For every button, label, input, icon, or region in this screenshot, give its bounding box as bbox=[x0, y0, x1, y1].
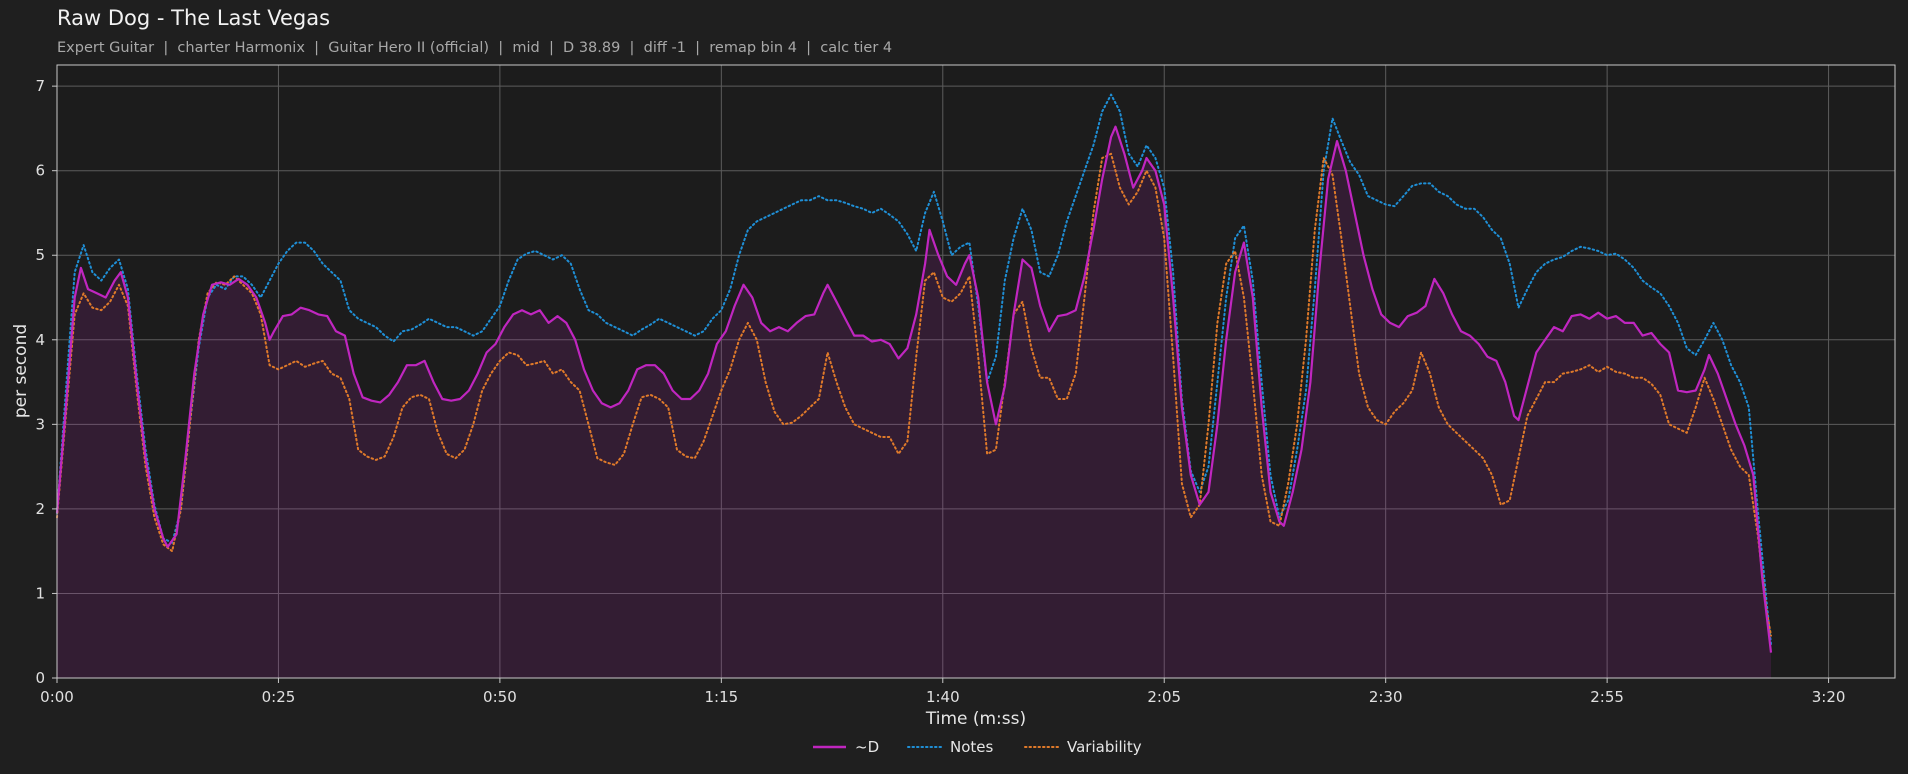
y-axis: 0 1 2 3 4 5 6 7 bbox=[35, 77, 57, 687]
legend-label-d: ~D bbox=[855, 738, 879, 756]
x-axis-label: Time (m:ss) bbox=[925, 709, 1026, 729]
plot-frame bbox=[56, 64, 1896, 679]
chart-subtitle: Expert Guitar | charter Harmonix | Guita… bbox=[57, 40, 893, 56]
legend: ~D Notes Variability bbox=[813, 738, 1142, 756]
series-line-notes bbox=[56, 93, 1772, 646]
grid bbox=[56, 65, 1895, 679]
series-area-d bbox=[57, 126, 1771, 678]
y-tick-label: 7 bbox=[35, 77, 45, 95]
plot-area bbox=[57, 65, 1895, 678]
x-tick-label: 0:00 bbox=[40, 688, 74, 706]
chart-title: Raw Dog - The Last Vegas bbox=[57, 6, 331, 30]
y-tick-label: 1 bbox=[35, 584, 45, 602]
y-tick-label: 4 bbox=[35, 331, 45, 349]
x-tick-label: 1:15 bbox=[704, 688, 738, 706]
x-tick-label: 2:55 bbox=[1590, 688, 1624, 706]
y-tick-label: 3 bbox=[35, 415, 45, 433]
x-axis: 0:00 0:25 0:50 1:15 1:40 2:05 2:30 2:55 3:20 bbox=[40, 678, 1845, 706]
x-tick-label: 1:40 bbox=[926, 688, 960, 706]
x-tick-label: 0:25 bbox=[262, 688, 296, 706]
legend-label-variability: Variability bbox=[1067, 738, 1142, 756]
y-tick-label: 2 bbox=[35, 500, 45, 518]
x-tick-label: 2:05 bbox=[1147, 688, 1181, 706]
series-line-d bbox=[55, 125, 1773, 653]
y-tick-label: 5 bbox=[35, 246, 45, 264]
x-tick-label: 3:20 bbox=[1812, 688, 1846, 706]
x-tick-label: 2:30 bbox=[1369, 688, 1403, 706]
series-line-variability bbox=[56, 152, 1772, 637]
legend-label-notes: Notes bbox=[950, 738, 994, 756]
y-tick-label: 0 bbox=[35, 669, 45, 687]
y-axis-label: per second bbox=[11, 324, 31, 418]
x-tick-label: 0:50 bbox=[483, 688, 517, 706]
series-layer bbox=[55, 93, 1773, 678]
y-tick-label: 6 bbox=[35, 162, 45, 180]
